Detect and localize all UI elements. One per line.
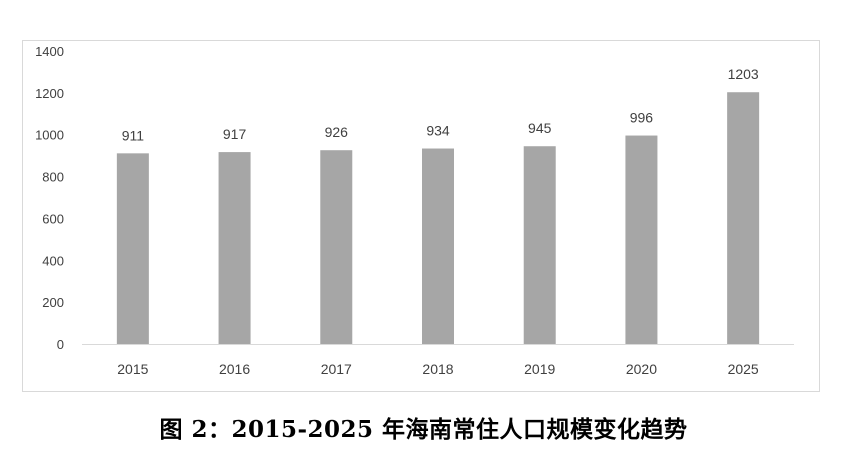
x-tick-label-2016: 2016 <box>219 361 250 377</box>
data-label-2018: 934 <box>426 123 450 139</box>
data-labels: 911 917 926 934 945 996 1203 <box>122 66 759 143</box>
y-tick-label: 0 <box>57 337 64 352</box>
y-tick-label: 800 <box>42 170 64 185</box>
x-tick-label-2017: 2017 <box>321 361 352 377</box>
x-tick-label-2020: 2020 <box>626 361 657 377</box>
bar-2020 <box>625 135 658 344</box>
y-tick-label: 400 <box>42 253 64 268</box>
bar-2017 <box>320 150 353 344</box>
data-label-2017: 926 <box>325 124 349 140</box>
y-axis-ticks: 0 200 400 600 800 1000 1200 1400 <box>35 44 64 352</box>
y-tick-label: 1400 <box>35 44 64 59</box>
x-tick-label-2015: 2015 <box>117 361 148 377</box>
data-label-2019: 945 <box>528 120 552 136</box>
bar-chart: 0 200 400 600 800 1000 1200 1400 911 917 926 934 94… <box>35 44 794 377</box>
bars <box>116 92 760 345</box>
data-label-2020: 996 <box>630 110 654 126</box>
bar-2015 <box>116 153 149 344</box>
bar-2018 <box>422 148 454 344</box>
x-tick-label-2019: 2019 <box>524 361 555 377</box>
y-tick-label: 1200 <box>35 86 64 101</box>
y-tick-label: 600 <box>42 211 64 226</box>
data-label-2015: 911 <box>122 127 145 143</box>
data-label-2025: 1203 <box>728 66 759 82</box>
chart-frame <box>22 40 820 392</box>
x-tick-label-2018: 2018 <box>422 361 453 377</box>
bar-2019 <box>523 146 556 344</box>
y-tick-label: 1000 <box>35 128 64 143</box>
bar-2025 <box>727 92 760 345</box>
y-tick-label: 200 <box>42 295 64 310</box>
bar-2016 <box>218 152 251 344</box>
data-label-2016: 917 <box>223 126 247 142</box>
x-axis-ticks: 2015 2016 2017 2018 2019 2020 2025 <box>117 361 759 377</box>
x-tick-label-2025: 2025 <box>728 361 759 377</box>
figure-caption: 图 2：2015-2025 年海南常住人口规模变化趋势 <box>159 416 688 443</box>
